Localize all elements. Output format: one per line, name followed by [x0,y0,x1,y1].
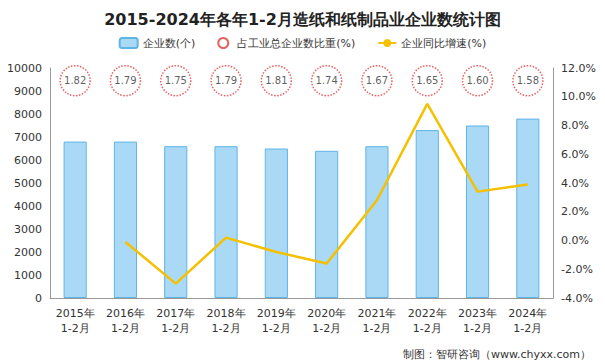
svg-text:1.65: 1.65 [416,75,438,86]
svg-text:1000: 1000 [14,269,42,282]
svg-text:1.60: 1.60 [466,75,488,86]
svg-text:-4.0%: -4.0% [561,292,593,305]
svg-text:7000: 7000 [14,131,42,144]
svg-text:12.0%: 12.0% [561,62,596,75]
svg-text:4.0%: 4.0% [561,177,589,190]
svg-text:10.0%: 10.0% [561,90,596,103]
svg-text:5000: 5000 [14,177,42,190]
svg-text:2017年: 2017年 [156,307,195,320]
svg-text:1.58: 1.58 [517,75,539,86]
svg-text:1-2月: 1-2月 [463,322,492,335]
svg-text:2023年: 2023年 [458,307,497,320]
svg-text:2015年: 2015年 [56,307,95,320]
svg-text:1-2月: 1-2月 [362,322,391,335]
svg-text:1-2月: 1-2月 [262,322,291,335]
svg-text:2018年: 2018年 [207,307,246,320]
svg-text:0: 0 [35,292,42,305]
svg-text:1-2月: 1-2月 [111,322,140,335]
svg-text:1.75: 1.75 [165,75,187,86]
svg-text:2020年: 2020年 [307,307,346,320]
svg-text:4000: 4000 [14,200,42,213]
svg-text:1.67: 1.67 [366,75,388,86]
svg-text:1.74: 1.74 [316,75,338,86]
svg-text:2022年: 2022年 [408,307,447,320]
svg-text:2021年: 2021年 [357,307,396,320]
svg-text:-2.0%: -2.0% [561,263,593,276]
svg-text:6.0%: 6.0% [561,148,589,161]
svg-text:9000: 9000 [14,85,42,98]
svg-text:0.0%: 0.0% [561,234,589,247]
svg-text:1-2月: 1-2月 [212,322,241,335]
svg-text:企业同比增速(%): 企业同比增速(%) [401,37,486,50]
svg-text:占工业总企业数比重(%): 占工业总企业数比重(%) [237,37,355,50]
svg-text:2016年: 2016年 [106,307,145,320]
svg-text:2024年: 2024年 [508,307,547,320]
svg-text:2015-2024年各年1-2月造纸和纸制品业企业数统计图: 2015-2024年各年1-2月造纸和纸制品业企业数统计图 [104,10,501,29]
svg-text:2.0%: 2.0% [561,205,589,218]
svg-text:企业数(个): 企业数(个) [143,37,196,50]
svg-text:8000: 8000 [14,108,42,121]
svg-text:1.82: 1.82 [64,75,86,86]
svg-text:10000: 10000 [7,62,42,75]
svg-text:1-2月: 1-2月 [513,322,542,335]
svg-text:1-2月: 1-2月 [413,322,442,335]
svg-text:1.81: 1.81 [265,75,287,86]
svg-text:2000: 2000 [14,246,42,259]
svg-text:8.0%: 8.0% [561,119,589,132]
svg-text:1.79: 1.79 [114,75,136,86]
svg-text:1-2月: 1-2月 [61,322,90,335]
svg-text:1-2月: 1-2月 [312,322,341,335]
svg-text:3000: 3000 [14,223,42,236]
svg-text:1-2月: 1-2月 [161,322,190,335]
svg-text:6000: 6000 [14,154,42,167]
svg-text:制图：智研咨询（www.chyxx.com）: 制图：智研咨询（www.chyxx.com） [403,348,591,361]
svg-text:2019年: 2019年 [257,307,296,320]
svg-text:1.79: 1.79 [215,75,237,86]
